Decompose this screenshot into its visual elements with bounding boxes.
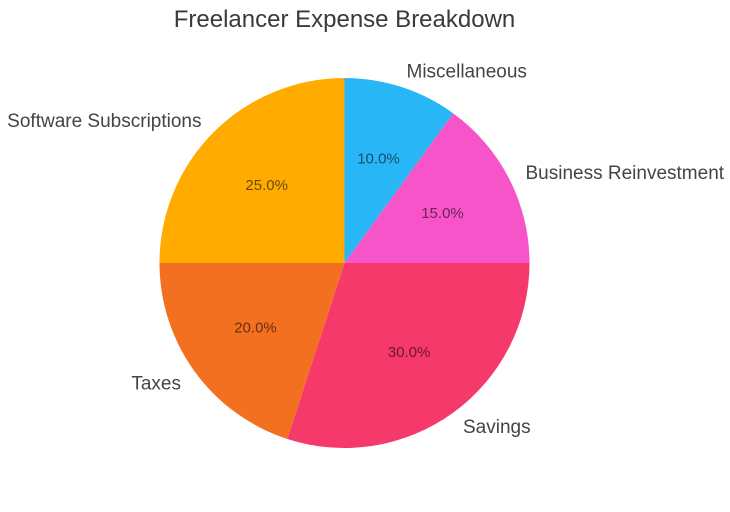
svg-text:30.0%: 30.0%: [388, 344, 431, 361]
svg-text:10.0%: 10.0%: [357, 150, 400, 167]
svg-text:Business Reinvestment: Business Reinvestment: [526, 163, 725, 184]
svg-text:Software Subscriptions: Software Subscriptions: [7, 111, 201, 132]
svg-text:Freelancer Expense Breakdown: Freelancer Expense Breakdown: [174, 6, 516, 33]
svg-text:Taxes: Taxes: [131, 374, 181, 395]
svg-text:20.0%: 20.0%: [234, 320, 277, 337]
svg-text:25.0%: 25.0%: [245, 177, 288, 194]
svg-text:15.0%: 15.0%: [421, 205, 464, 222]
svg-text:Miscellaneous: Miscellaneous: [407, 62, 527, 83]
svg-text:Savings: Savings: [463, 417, 531, 438]
